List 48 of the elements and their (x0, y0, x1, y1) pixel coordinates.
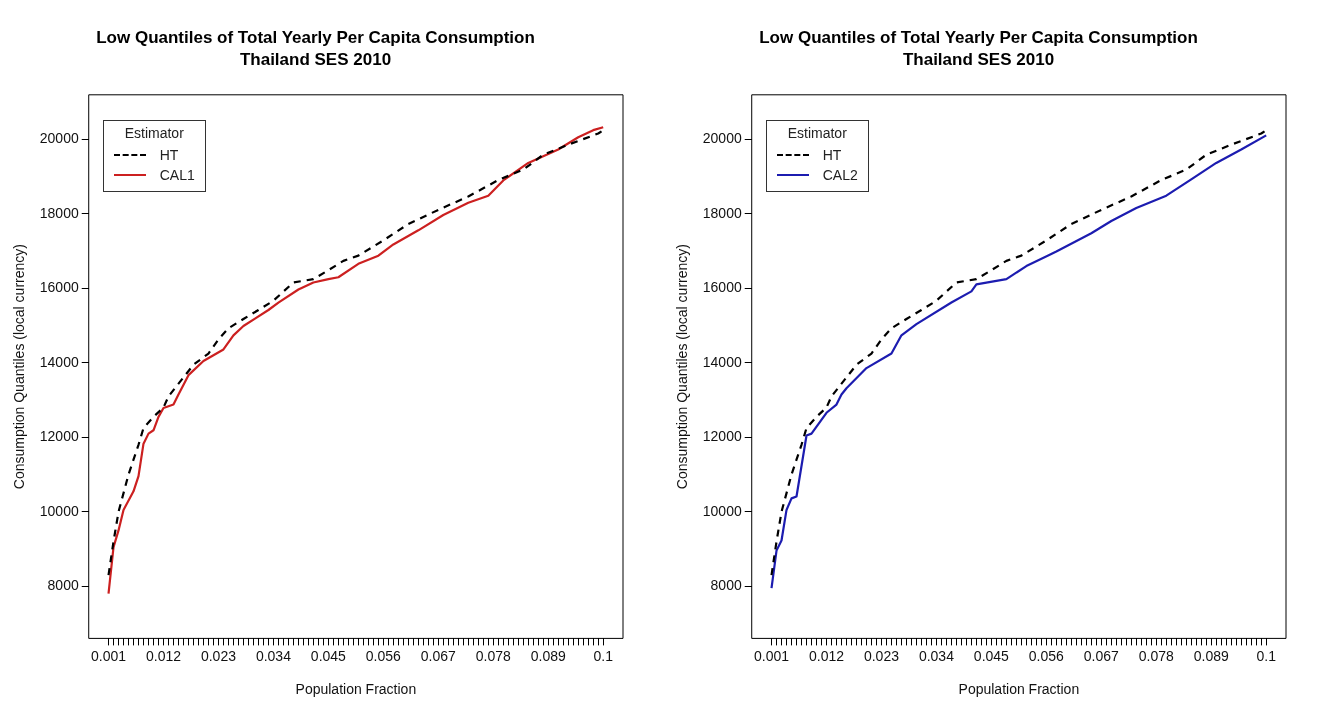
legend-label: HT (822, 145, 842, 165)
legend-label: CAL1 (159, 165, 195, 185)
x-tick-label: 0.1 (593, 647, 614, 664)
y-tick-label: 12000 (39, 428, 79, 445)
y-tick-label: 10000 (39, 502, 79, 519)
y-tick-label: 18000 (702, 204, 742, 221)
x-tick-label: 0.012 (145, 647, 182, 664)
y-tick-label: 12000 (702, 428, 742, 445)
y-tick-label: 20000 (39, 130, 79, 147)
y-axis-title: Consumption Quantiles (local currency) (674, 244, 691, 490)
x-tick-label: 0.078 (475, 647, 511, 664)
x-tick-label: 0.067 (1083, 647, 1120, 664)
y-tick-label: 20000 (702, 130, 742, 147)
legend-title: Estimator (786, 124, 848, 141)
y-tick-label: 8000 (47, 577, 79, 594)
x-tick-label: 0.012 (808, 647, 845, 664)
x-tick-label: 0.089 (1193, 647, 1229, 664)
x-tick-label: 0.1 (1256, 647, 1277, 664)
y-tick-label: 10000 (702, 502, 742, 519)
chart-title: Low Quantiles of Total Yearly Per Capita Consumption (759, 27, 1198, 47)
x-tick-label: 0.023 (863, 647, 900, 664)
y-tick-label: 16000 (39, 279, 79, 296)
x-axis-title: Population Fraction (295, 681, 417, 698)
x-tick-label: 0.001 (90, 647, 127, 664)
chart-subtitle: Thailand SES 2010 (902, 50, 1055, 70)
x-tick-label: 0.056 (1028, 647, 1065, 664)
x-tick-label: 0.001 (753, 647, 790, 664)
legend-label: HT (159, 145, 179, 165)
chart-subtitle: Thailand SES 2010 (239, 50, 392, 70)
x-tick-label: 0.034 (918, 647, 955, 664)
x-tick-label: 0.078 (1138, 647, 1174, 664)
x-axis-title: Population Fraction (958, 681, 1080, 698)
legend-label: CAL2 (822, 165, 858, 185)
x-tick-label: 0.034 (255, 647, 292, 664)
chart-title: Low Quantiles of Total Yearly Per Capita Consumption (96, 27, 535, 47)
x-tick-label: 0.045 (310, 647, 347, 664)
y-tick-label: 14000 (39, 353, 79, 370)
x-tick-label: 0.056 (365, 647, 402, 664)
y-tick-label: 16000 (702, 279, 742, 296)
x-tick-label: 0.089 (530, 647, 566, 664)
y-tick-label: 8000 (710, 577, 742, 594)
y-tick-label: 14000 (702, 353, 742, 370)
y-axis-title: Consumption Quantiles (local currency) (11, 244, 28, 490)
x-tick-label: 0.067 (420, 647, 457, 664)
y-tick-label: 18000 (39, 204, 79, 221)
x-tick-label: 0.023 (200, 647, 237, 664)
x-tick-label: 0.045 (973, 647, 1010, 664)
legend-title: Estimator (123, 124, 185, 141)
